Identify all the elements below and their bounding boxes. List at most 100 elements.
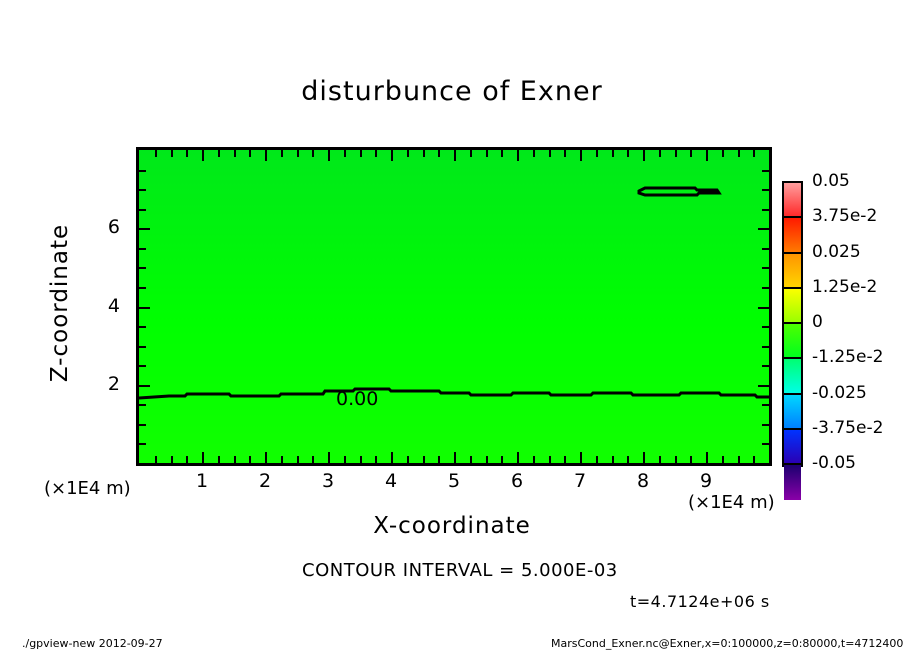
- y-tick: [139, 443, 146, 446]
- x-tick: [249, 456, 252, 463]
- x-tick: [469, 456, 472, 463]
- x-tick: [265, 150, 267, 161]
- scalar-field-fill: [139, 150, 769, 463]
- x-tick: [375, 150, 378, 157]
- x-tick: [328, 452, 330, 463]
- y-tick: [758, 306, 769, 309]
- x-tick: [438, 150, 441, 157]
- y-tick: [762, 286, 769, 289]
- x-tick: [217, 456, 220, 463]
- x-tick: [721, 456, 724, 463]
- y-tick: [139, 384, 150, 387]
- x-tick: [170, 456, 173, 463]
- x-tick-label: 6: [510, 470, 524, 492]
- y-tick: [139, 247, 146, 250]
- y-tick-label: 4: [107, 294, 120, 317]
- page-title: disturbunce of Exner: [301, 76, 603, 107]
- x-tick: [438, 456, 441, 463]
- contour-interval-note: CONTOUR INTERVAL = 5.000E-03: [302, 560, 618, 581]
- y-tick: [139, 228, 150, 231]
- x-tick: [658, 150, 661, 157]
- x-tick: [658, 456, 661, 463]
- x-tick-label: 2: [258, 470, 272, 492]
- colorbar[interactable]: [782, 181, 803, 501]
- x-tick: [485, 456, 488, 463]
- colorbar-tick-label: -0.05: [812, 453, 856, 473]
- x-tick: [406, 150, 409, 157]
- x-tick: [690, 150, 693, 157]
- x-tick: [595, 150, 598, 157]
- x-axis-unit-right: (×1E4 m): [688, 492, 775, 513]
- x-tick: [249, 150, 252, 157]
- x-tick: [548, 150, 551, 157]
- x-tick: [643, 150, 645, 161]
- colorbar-band: [784, 394, 801, 430]
- y-tick: [762, 169, 769, 172]
- x-tick: [312, 456, 315, 463]
- x-tick: [154, 150, 157, 157]
- colorbar-band: [784, 288, 801, 324]
- x-tick: [359, 456, 362, 463]
- x-tick: [328, 150, 330, 161]
- plot-canvas[interactable]: [136, 147, 772, 466]
- y-tick-label: 6: [107, 216, 120, 239]
- x-tick: [548, 456, 551, 463]
- colorbar-band: [784, 324, 801, 360]
- x-tick: [643, 452, 645, 463]
- x-tick: [186, 456, 189, 463]
- y-tick: [139, 286, 146, 289]
- x-tick: [595, 456, 598, 463]
- x-tick: [580, 452, 582, 463]
- x-tick: [690, 456, 693, 463]
- y-axis-title: Z-coordinate: [47, 223, 73, 383]
- x-tick: [706, 452, 708, 463]
- y-tick: [139, 189, 146, 192]
- x-tick: [627, 456, 630, 463]
- y-tick: [139, 169, 146, 172]
- colorbar-tick-label: 1.25e-2: [812, 276, 878, 297]
- x-tick: [454, 150, 456, 161]
- x-tick: [265, 452, 267, 463]
- x-axis-title: X-coordinate: [373, 513, 531, 539]
- x-tick: [233, 150, 236, 157]
- x-tick: [280, 150, 283, 157]
- x-tick-label: 4: [384, 470, 398, 492]
- x-tick: [454, 452, 456, 463]
- x-tick: [375, 456, 378, 463]
- x-tick: [217, 150, 220, 157]
- x-tick: [721, 150, 724, 157]
- x-tick: [170, 150, 173, 157]
- y-tick: [139, 326, 146, 329]
- x-tick: [737, 456, 740, 463]
- x-tick: [343, 150, 346, 157]
- x-tick: [753, 150, 756, 157]
- x-tick: [611, 150, 614, 157]
- y-tick: [762, 267, 769, 270]
- colorbar-tick-label: -1.25e-2: [812, 347, 884, 368]
- contour-label: 0.00: [336, 388, 379, 410]
- y-tick: [139, 365, 146, 368]
- x-tick-label: 3: [321, 470, 335, 492]
- y-tick: [758, 384, 769, 387]
- x-tick: [422, 456, 425, 463]
- x-tick: [485, 150, 488, 157]
- y-tick: [762, 247, 769, 250]
- x-tick: [580, 150, 582, 161]
- y-tick: [762, 326, 769, 329]
- x-tick: [674, 150, 677, 157]
- x-tick: [517, 452, 519, 463]
- y-tick: [139, 267, 146, 270]
- x-tick: [391, 452, 393, 463]
- y-tick: [762, 365, 769, 368]
- x-tick: [611, 456, 614, 463]
- colorbar-band: [784, 183, 801, 219]
- x-tick: [186, 150, 189, 157]
- y-tick: [762, 404, 769, 407]
- x-axis-unit-left: (×1E4 m): [44, 478, 131, 499]
- x-tick-label: 7: [573, 470, 587, 492]
- footer-source: MarsCond_Exner.nc@Exner,x=0:100000,z=0:8…: [551, 637, 904, 650]
- y-tick: [762, 443, 769, 446]
- y-tick: [139, 306, 150, 309]
- colorbar-tick-label: 0: [812, 312, 823, 332]
- x-tick: [564, 456, 567, 463]
